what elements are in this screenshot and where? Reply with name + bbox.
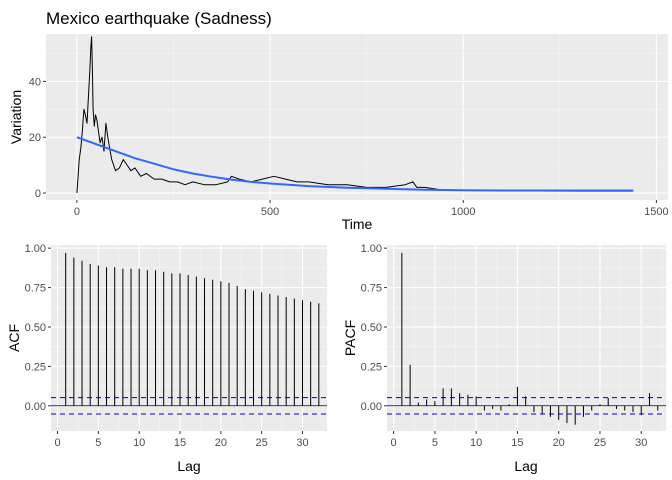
pacf-x-tick-label: 30 bbox=[635, 437, 647, 449]
pacf-bars bbox=[387, 252, 666, 425]
timeseries-x-tick-label: 500 bbox=[261, 206, 279, 218]
pacf-plot-background bbox=[387, 245, 666, 431]
timeseries-y-tick-label: 0 bbox=[35, 188, 41, 200]
pacf-x-tick-label: 25 bbox=[594, 437, 606, 449]
acf-panel: 0 5 10 15 20 25 30 0.00 0.25 0.50 0.75 1.00 Lag ACF bbox=[6, 243, 327, 474]
timeseries-lines bbox=[76, 36, 634, 194]
timeseries-x-tick-label: 1000 bbox=[451, 206, 475, 218]
pacf-y-tick-label: 1.00 bbox=[361, 243, 382, 255]
pacf-panel: 0 5 10 15 20 25 30 0.00 0.25 0.50 0.75 1.00 Lag PAC… bbox=[342, 243, 666, 474]
chart-title: Mexico earthquake (Sadness) bbox=[46, 9, 272, 28]
pacf-y-tick-label: 0.25 bbox=[361, 361, 382, 373]
acf-x-tick-label: 10 bbox=[133, 437, 145, 449]
acf-bars bbox=[51, 252, 327, 415]
acf-y-tick-label: 0.75 bbox=[25, 283, 46, 295]
acf-x-tick-label: 15 bbox=[174, 437, 186, 449]
acf-tick-labels: 0 5 10 15 20 25 30 0.00 0.25 0.50 0.75 1.00 bbox=[25, 243, 309, 449]
timeseries-panel: 0 500 1000 1500 0 20 40 Time Variation bbox=[8, 34, 669, 232]
pacf-x-tick-label: 15 bbox=[511, 437, 523, 449]
acf-x-tick-label: 20 bbox=[215, 437, 227, 449]
timeseries-gridlines bbox=[46, 34, 668, 200]
timeseries-tick-labels: 0 500 1000 1500 0 20 40 bbox=[29, 76, 669, 218]
acf-plot-background bbox=[51, 245, 327, 431]
pacf-y-tick-label: 0.75 bbox=[361, 283, 382, 295]
timeseries-x-tick-label: 0 bbox=[74, 206, 80, 218]
timeseries-x-axis-label: Time bbox=[342, 216, 373, 232]
smoothed-trend-line bbox=[76, 136, 634, 192]
acf-x-tick-label: 25 bbox=[256, 437, 268, 449]
acf-x-tick-label: 5 bbox=[95, 437, 101, 449]
acf-x-tick-label: 30 bbox=[296, 437, 308, 449]
pacf-tick-labels: 0 5 10 15 20 25 30 0.00 0.25 0.50 0.75 1.00 bbox=[361, 243, 648, 449]
timeseries-plot-background bbox=[46, 34, 668, 200]
timeseries-y-tick-label: 40 bbox=[29, 76, 41, 88]
pacf-x-tick-label: 5 bbox=[432, 437, 438, 449]
acf-y-tick-label: 0.00 bbox=[25, 401, 46, 413]
timeseries-y-tick-label: 20 bbox=[29, 132, 41, 144]
acf-x-tick-label: 0 bbox=[54, 437, 60, 449]
pacf-x-axis-label: Lag bbox=[514, 458, 537, 474]
pacf-x-tick-label: 10 bbox=[470, 437, 482, 449]
acf-y-tick-label: 1.00 bbox=[25, 243, 46, 255]
acf-y-tick-label: 0.50 bbox=[25, 322, 46, 334]
timeseries-y-axis-label: Variation bbox=[8, 90, 24, 144]
acf-y-tick-label: 0.25 bbox=[25, 361, 46, 373]
acf-x-axis-label: Lag bbox=[177, 458, 200, 474]
variation-series-line bbox=[76, 36, 634, 194]
pacf-x-tick-label: 20 bbox=[553, 437, 565, 449]
timeseries-x-tick-label: 1500 bbox=[644, 206, 668, 218]
acf-y-axis-label: ACF bbox=[6, 324, 22, 352]
pacf-y-tick-label: 0.00 bbox=[361, 401, 382, 413]
pacf-x-tick-label: 0 bbox=[391, 437, 397, 449]
pacf-gridlines bbox=[387, 245, 666, 431]
pacf-y-axis-label: PACF bbox=[342, 320, 358, 356]
pacf-y-tick-label: 0.50 bbox=[361, 322, 382, 334]
